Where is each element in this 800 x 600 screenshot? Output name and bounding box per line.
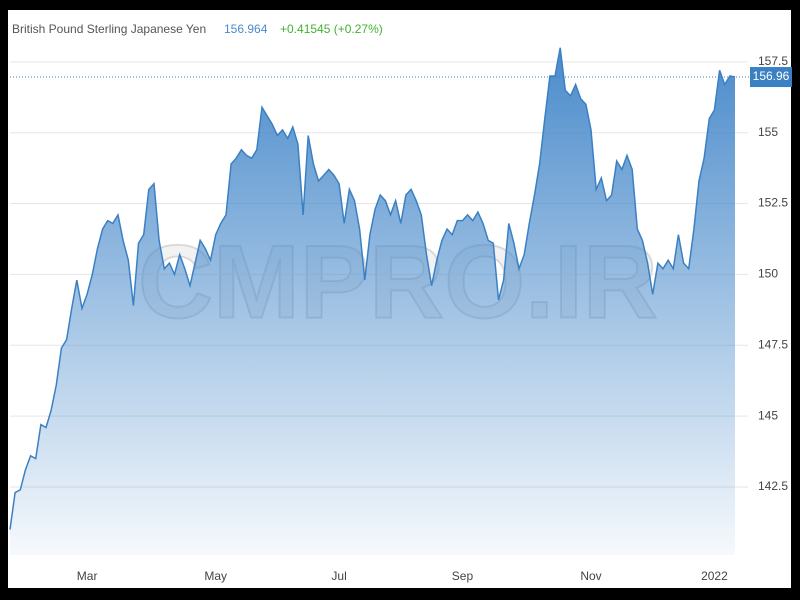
y-tick-label: 142.5 xyxy=(758,479,788,493)
y-tick-label: 152.5 xyxy=(758,196,788,210)
x-tick-label: Jul xyxy=(331,569,346,583)
y-tick-label: 147.5 xyxy=(758,337,788,351)
x-tick-label: Nov xyxy=(580,569,601,583)
price-tag-box xyxy=(750,67,792,88)
area xyxy=(10,47,735,555)
change: +0.41545 (+0.27%) xyxy=(280,22,383,36)
x-tick-label: Mar xyxy=(77,569,98,583)
y-tick-label: 150 xyxy=(758,267,778,281)
x-tick-label: 2022 xyxy=(701,569,728,583)
line xyxy=(9,47,736,530)
x-tick-label: May xyxy=(204,569,227,583)
chart-title: British Pound Sterling Japanese Yen xyxy=(12,22,206,36)
price-tag: 156.96 xyxy=(753,69,790,83)
x-tick-label: Sep xyxy=(452,569,474,583)
price: 156.964 xyxy=(224,22,268,36)
y-tick-label: 145 xyxy=(758,408,778,422)
y-tick-label: 155 xyxy=(758,125,778,139)
y-tick-label: 157.5 xyxy=(758,54,788,68)
